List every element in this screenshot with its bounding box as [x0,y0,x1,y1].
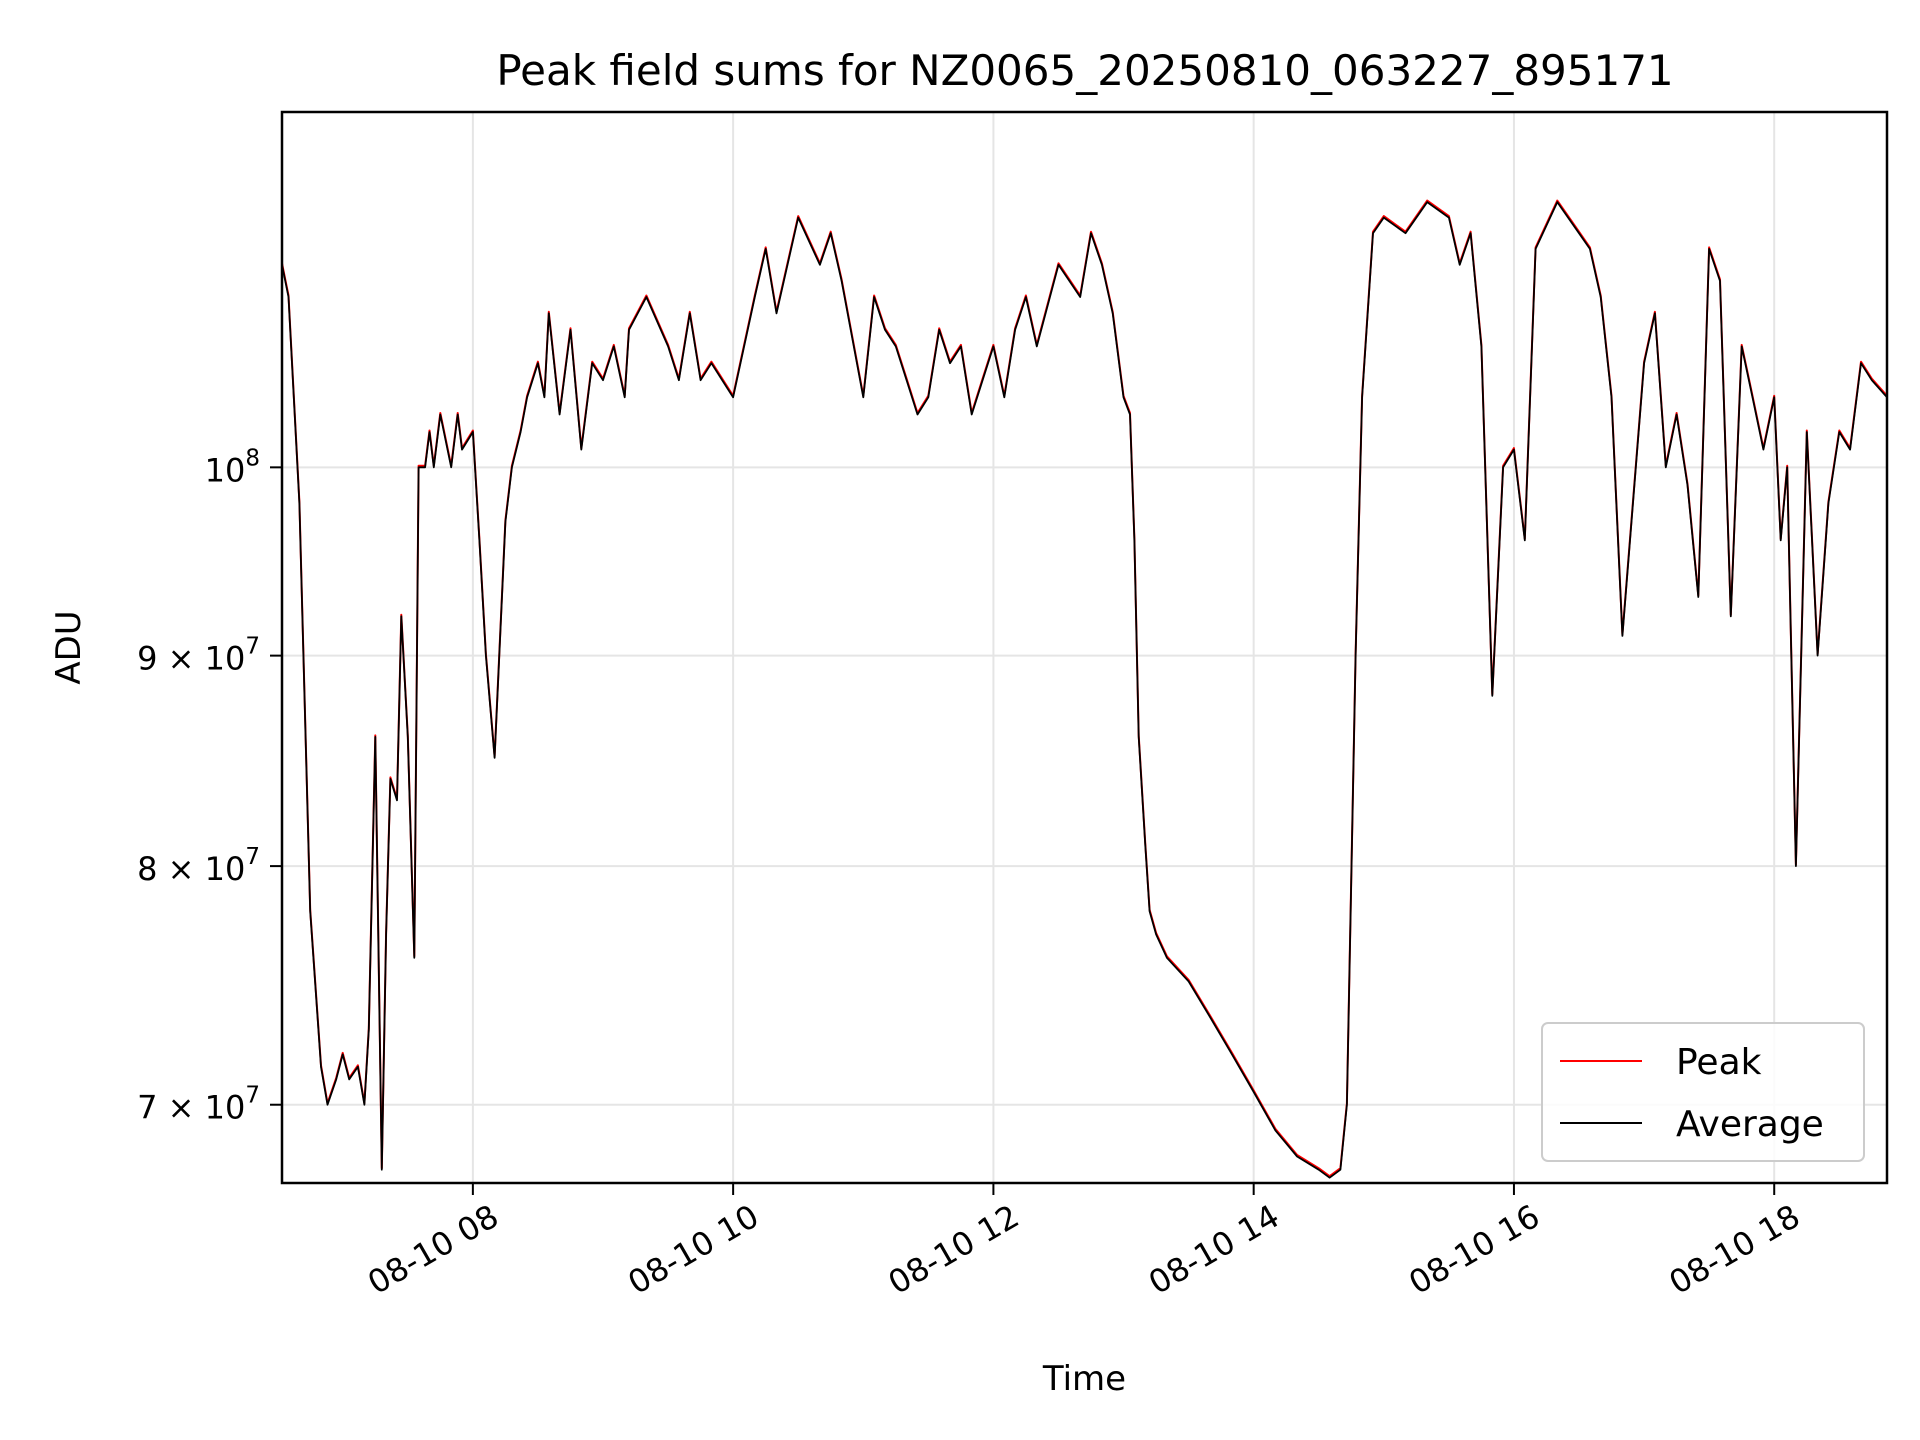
legend-box [1541,1022,1865,1162]
x-tick-label: 08-10 08 [361,1197,505,1302]
legend-label-average: Average [1676,1104,1824,1145]
chart-title: Peak field sums for NZ0065_20250810_0632… [496,46,1673,95]
x-tick-label: 08-10 10 [622,1197,766,1302]
y-tick-label: 9 × 107 [137,634,260,678]
y-axis: 7 × 107 8 × 107 9 × 107 108 [137,445,282,1127]
x-tick-label: 08-10 18 [1663,1197,1807,1302]
x-axis: 08-10 08 08-10 10 08-10 12 08-10 14 08-10 16… [361,1183,1806,1302]
plot-frame [280,110,1889,1185]
y-tick-label: 108 [205,445,260,489]
x-tick-label: 08-10 16 [1402,1197,1546,1302]
y-tick-label: 8 × 107 [137,844,260,888]
series-line-average [281,201,1888,1179]
grid [282,112,1887,1183]
y-axis-label: ADU [49,610,89,684]
x-tick-label: 08-10 12 [882,1197,1026,1302]
legend-label-peak: Peak [1676,1042,1762,1083]
series-layer [281,199,1888,1179]
x-tick-label: 08-10 14 [1142,1197,1286,1302]
x-axis-label: Time [1042,1359,1126,1399]
legend: Peak Average [1541,1022,1865,1162]
y-tick-label: 7 × 107 [137,1083,260,1127]
